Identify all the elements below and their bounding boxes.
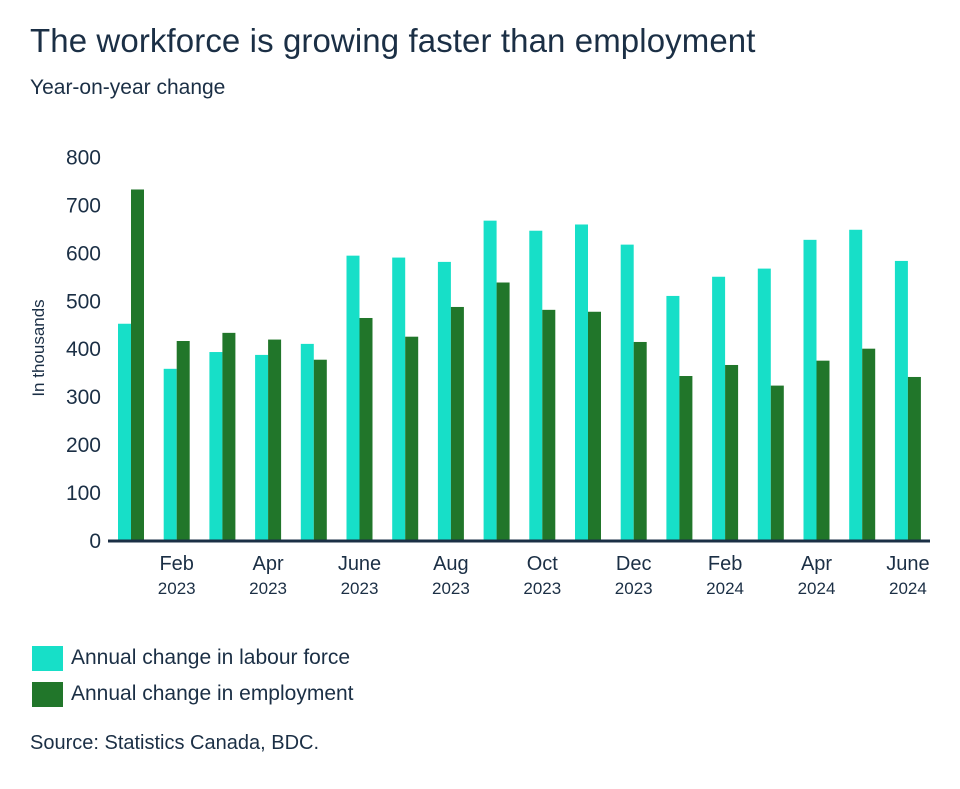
bar-employment (725, 364, 739, 540)
bar-employment (131, 189, 144, 540)
bar-labour-force (620, 244, 634, 541)
x-tick-year: 2024 (798, 579, 836, 598)
bar-labour-force (392, 257, 406, 540)
y-tick-label: 200 (66, 434, 101, 457)
x-tick-month: Feb (708, 553, 742, 575)
bar-employment (542, 309, 556, 540)
legend-swatch-labour-force (32, 645, 63, 671)
bar-labour-force (209, 352, 223, 540)
bar-employment (405, 336, 419, 540)
x-axis: Feb 2023 Apr 2023 June 2023 Aug 2023 Oct 2023 Dec 2… (158, 553, 930, 598)
bar-labour-force (894, 260, 908, 540)
bar-labour-force (666, 295, 680, 540)
y-tick-label: 600 (66, 242, 101, 265)
bar-employment (176, 341, 190, 540)
bar-employment (907, 376, 921, 540)
y-tick-label: 400 (66, 338, 101, 361)
bar-labour-force (803, 239, 817, 540)
bar-employment (313, 359, 327, 540)
source-note: Source: Statistics Canada, BDC. (30, 732, 320, 754)
x-tick-year: 2023 (158, 579, 196, 598)
bar-labour-force (437, 261, 451, 540)
y-axis-label: In thousands (29, 299, 48, 396)
bar-labour-force (118, 323, 131, 540)
x-tick-year: 2024 (706, 579, 744, 598)
bar-labour-force (255, 354, 269, 540)
bar-chart: 0 100 200 300 400 500 600 700 800 In thousands F… (29, 146, 930, 598)
bar-employment (450, 306, 464, 540)
x-tick-year: 2023 (341, 579, 379, 598)
y-tick-label: 800 (66, 146, 101, 169)
x-tick-year: 2024 (889, 579, 927, 598)
bar-labour-force (346, 255, 360, 540)
bar-employment (222, 332, 236, 540)
bar-employment (359, 317, 373, 540)
y-tick-label: 300 (66, 386, 101, 409)
x-tick-year: 2023 (615, 579, 653, 598)
bar-labour-force (529, 230, 543, 540)
x-tick-year: 2023 (523, 579, 561, 598)
bar-employment (268, 339, 282, 540)
y-tick-label: 500 (66, 290, 101, 313)
bar-labour-force (712, 276, 726, 540)
bar-employment (770, 385, 784, 540)
legend-label-employment: Annual change in employment (71, 682, 354, 705)
bar-employment (862, 348, 876, 540)
legend-label-labour-force: Annual change in labour force (71, 646, 351, 669)
x-tick-month: Apr (801, 553, 832, 575)
x-tick-month: Aug (433, 553, 469, 575)
bar-employment (588, 311, 601, 540)
bar-employment (816, 360, 830, 540)
bar-labour-force (300, 343, 314, 540)
x-tick-year: 2023 (432, 579, 470, 598)
legend-item-employment: Annual change in employment (32, 676, 354, 712)
bar-labour-force (757, 268, 771, 540)
legend-swatch-employment (32, 681, 63, 707)
x-tick-month: June (338, 553, 381, 575)
y-tick-label: 0 (89, 530, 101, 553)
x-tick-month: Dec (616, 553, 652, 575)
bar-labour-force (163, 368, 177, 540)
chart-subtitle: Year-on-year change (30, 76, 226, 99)
x-tick-month: Apr (253, 553, 284, 575)
bar-labour-force (483, 220, 497, 540)
bar-labour-force (575, 224, 588, 540)
legend-item-labour-force: Annual change in labour force (32, 640, 354, 676)
bar-labour-force (849, 229, 863, 541)
x-tick-month: June (886, 553, 929, 575)
y-tick-label: 100 (66, 482, 101, 505)
bar-employment (679, 376, 693, 540)
y-tick-label: 700 (66, 194, 101, 217)
chart-title: The workforce is growing faster than emp… (30, 22, 756, 59)
bars (118, 189, 921, 541)
bar-employment (496, 282, 510, 540)
x-tick-month: Oct (527, 553, 559, 575)
bar-employment (633, 341, 647, 540)
y-axis: 0 100 200 300 400 500 600 700 800 (66, 146, 101, 553)
x-tick-month: Feb (159, 553, 193, 575)
x-tick-year: 2023 (249, 579, 287, 598)
legend: Annual change in labour force Annual cha… (32, 640, 354, 712)
